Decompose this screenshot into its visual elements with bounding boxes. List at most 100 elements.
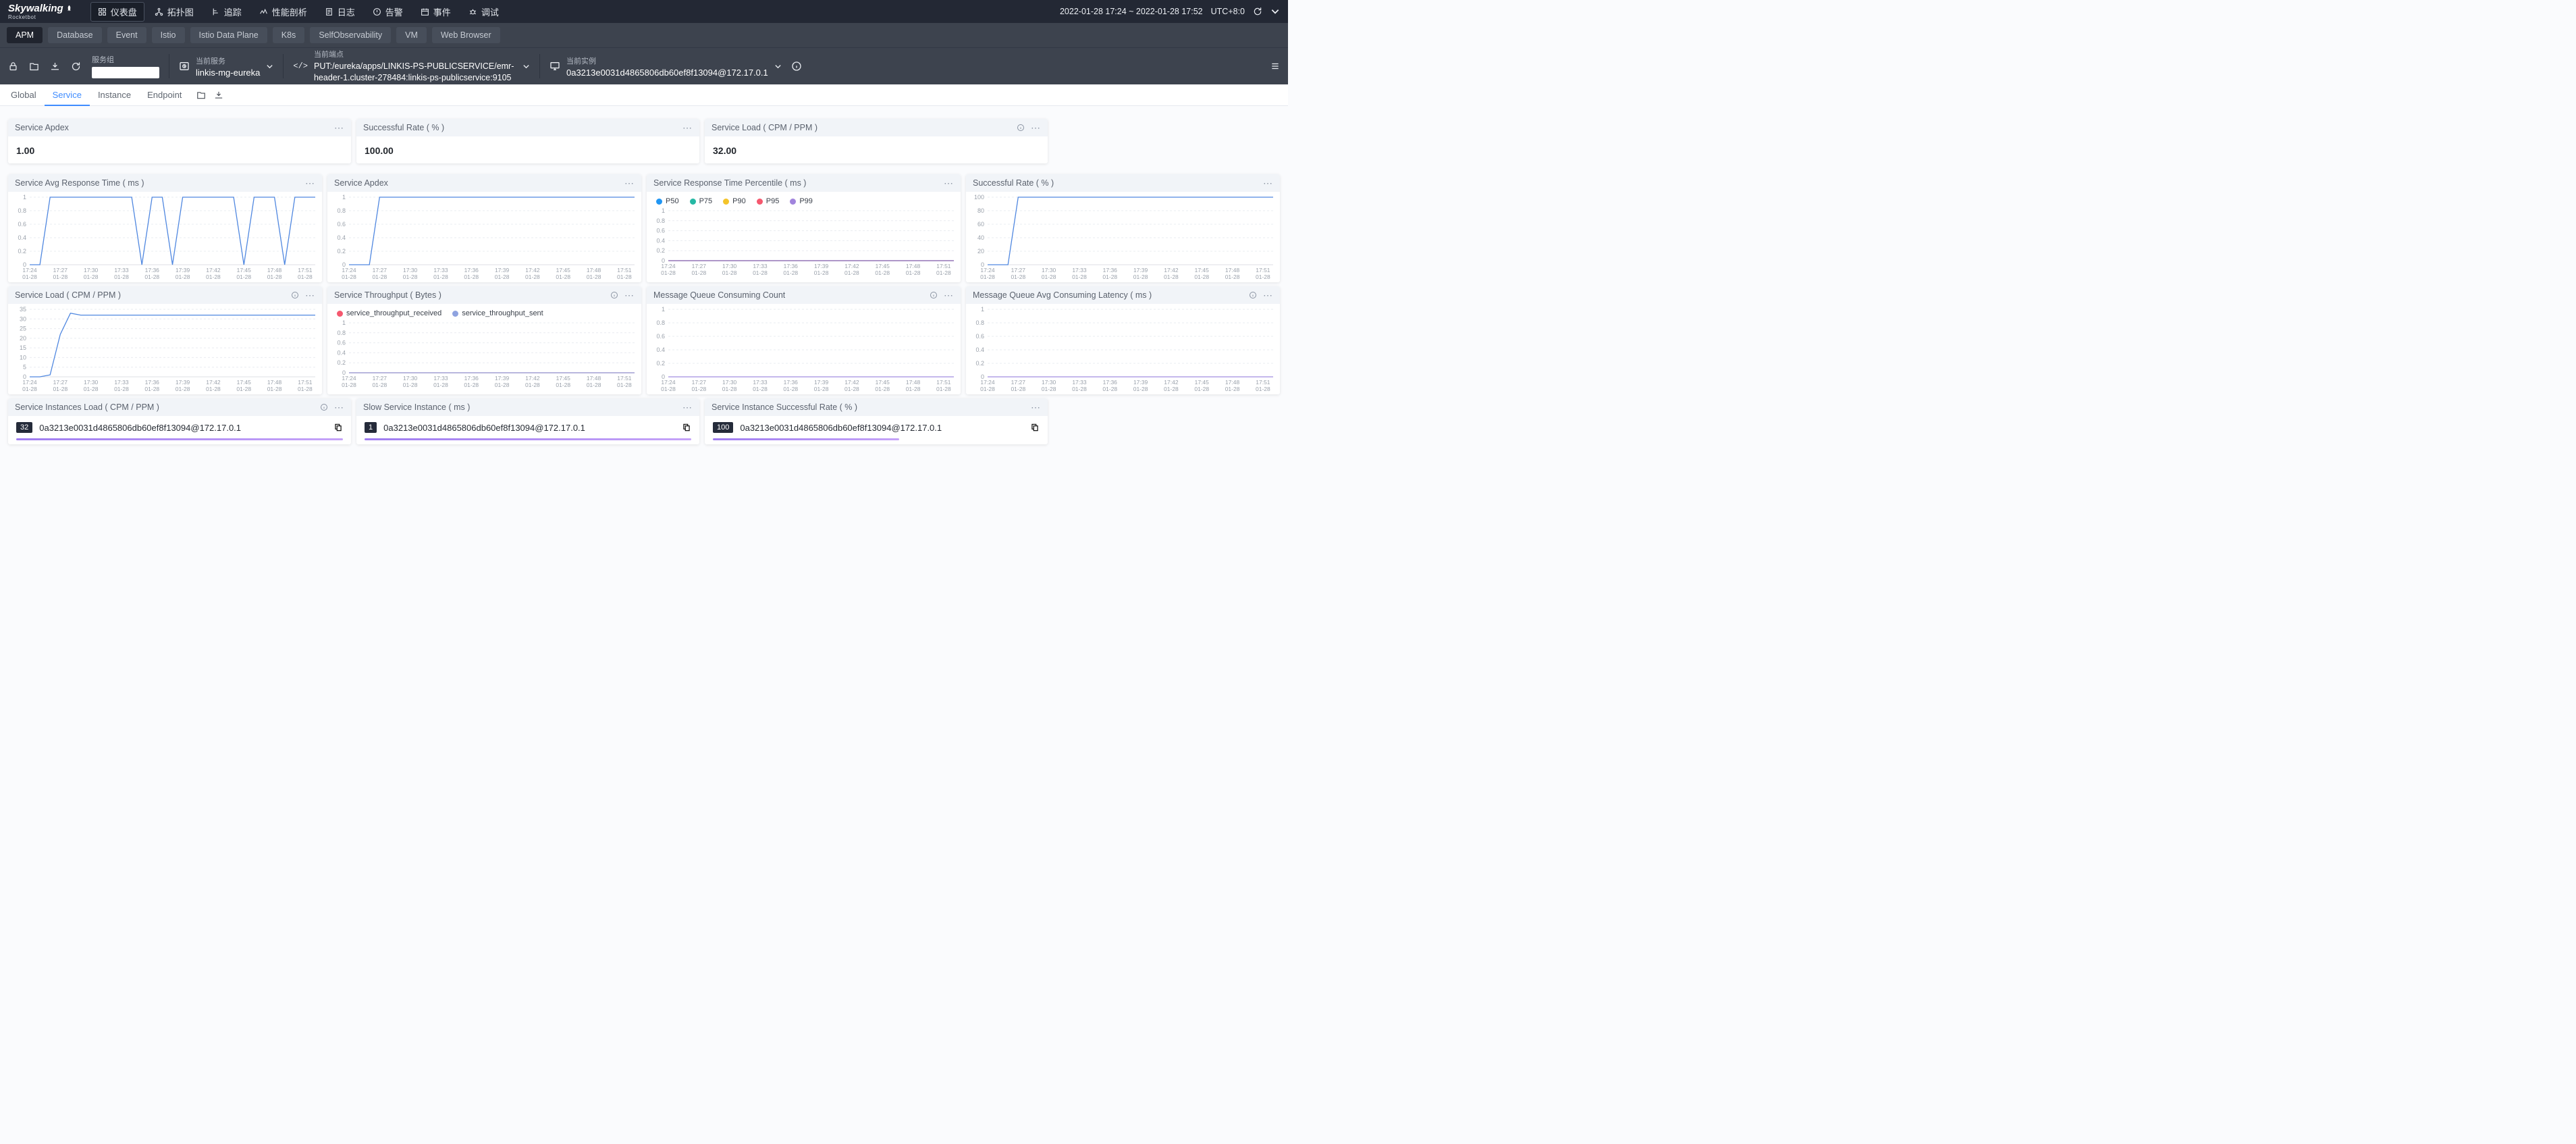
nav-item-profile[interactable]: 性能剖析	[252, 2, 315, 22]
nav-label: 性能剖析	[271, 7, 307, 18]
list-icon[interactable]	[1270, 61, 1280, 71]
nav-item-topology[interactable]: 拓扑图	[147, 2, 201, 22]
svg-text:0: 0	[981, 373, 984, 380]
more-options-icon[interactable]: ⋯	[624, 178, 635, 188]
logo[interactable]: Skywalking Rocketbot	[8, 3, 73, 20]
more-options-icon[interactable]: ⋯	[305, 290, 315, 301]
card-title: Service Response Time Percentile ( ms )	[653, 178, 807, 188]
legend-item[interactable]: P90	[723, 197, 746, 205]
more-options-icon[interactable]: ⋯	[944, 290, 954, 301]
dashboard-tab-istio[interactable]: Istio	[151, 27, 185, 43]
more-options-icon[interactable]: ⋯	[682, 402, 693, 413]
more-options-icon[interactable]: ⋯	[1263, 178, 1273, 188]
instance-row[interactable]: 32 0a3213e0031d4865806db60ef8f13094@172.…	[8, 416, 351, 436]
legend-item[interactable]: service_throughput_received	[337, 309, 441, 317]
legend-item[interactable]: service_throughput_sent	[452, 309, 543, 317]
info-icon[interactable]	[1249, 291, 1257, 299]
svg-text:01-28: 01-28	[1042, 274, 1056, 280]
tab-global[interactable]: Global	[11, 89, 36, 100]
svg-text:17:48: 17:48	[1225, 267, 1240, 274]
svg-text:01-28: 01-28	[1102, 274, 1117, 280]
copy-icon[interactable]	[682, 423, 691, 432]
svg-text:30: 30	[20, 315, 26, 322]
svg-text:0.4: 0.4	[337, 349, 346, 356]
info-icon[interactable]	[930, 291, 938, 299]
nav-item-trace[interactable]: 追踪	[204, 2, 249, 22]
load-bar	[713, 438, 1040, 440]
nav-item-dashboard[interactable]: 仪表盘	[90, 1, 144, 22]
dashboard-tab-istio-data-plane[interactable]: Istio Data Plane	[190, 27, 267, 43]
current-endpoint-value: PUT:/eureka/apps/LINKIS-PS-PUBLICSERVICE…	[313, 61, 514, 82]
info-icon[interactable]	[291, 291, 299, 299]
nav-item-alarm[interactable]: 告警	[365, 2, 410, 22]
chart-canvas: 0 0.2 0.4 0.6 0.8 1 17:24 01-28 17:27 01-28 17:30 0…	[8, 192, 322, 282]
current-instance-select[interactable]: 当前实例 0a3213e0031d4865806db60ef8f13094@17…	[549, 55, 782, 78]
copy-icon[interactable]	[1030, 423, 1040, 432]
refresh-icon[interactable]	[71, 61, 81, 72]
svg-text:01-28: 01-28	[176, 274, 190, 280]
tab-service[interactable]: Service	[45, 84, 90, 106]
folder-icon[interactable]	[29, 61, 39, 72]
current-service-select[interactable]: 当前服务 linkis-mg-eureka	[179, 55, 273, 78]
folder-icon[interactable]	[196, 90, 206, 100]
svg-text:01-28: 01-28	[980, 274, 995, 280]
legend-item[interactable]: P75	[689, 197, 712, 205]
dashboard-tab-web-browser[interactable]: Web Browser	[431, 27, 500, 43]
more-options-icon[interactable]: ⋯	[1031, 122, 1041, 133]
svg-text:17:42: 17:42	[206, 379, 221, 386]
info-icon[interactable]	[320, 403, 328, 411]
timezone[interactable]: UTC+8:0	[1210, 7, 1245, 16]
dashboard-tab-event[interactable]: Event	[107, 27, 146, 43]
more-options-icon[interactable]: ⋯	[1263, 290, 1273, 301]
lock-icon[interactable]	[8, 61, 18, 72]
chevron-down-icon[interactable]	[1270, 7, 1280, 16]
svg-text:0.8: 0.8	[337, 330, 346, 336]
copy-icon[interactable]	[333, 423, 343, 432]
svg-text:0: 0	[23, 261, 26, 268]
nav-item-debug[interactable]: 调试	[461, 2, 506, 22]
dashboard-tab-apm[interactable]: APM	[7, 27, 43, 43]
more-options-icon[interactable]: ⋯	[1031, 402, 1041, 413]
load-bar	[16, 438, 343, 440]
time-range[interactable]: 2022-01-28 17:24 ~ 2022-01-28 17:52	[1059, 7, 1203, 16]
legend-item[interactable]: P95	[756, 197, 779, 205]
card-title: Successful Rate ( % )	[973, 178, 1054, 188]
svg-text:17:30: 17:30	[1042, 267, 1056, 274]
info-icon[interactable]	[610, 291, 618, 299]
dashboard-tab-vm[interactable]: VM	[396, 27, 427, 43]
svg-text:17:24: 17:24	[980, 379, 995, 386]
tab-instance[interactable]: Instance	[97, 89, 132, 100]
dashboard-tab-database[interactable]: Database	[48, 27, 102, 43]
dashboard-tab-selfobservability[interactable]: SelfObservability	[310, 27, 392, 43]
more-options-icon[interactable]: ⋯	[305, 178, 315, 188]
service-group-input[interactable]	[92, 67, 159, 78]
instance-row[interactable]: 1 0a3213e0031d4865806db60ef8f13094@172.1…	[356, 416, 699, 436]
svg-text:17:24: 17:24	[22, 267, 37, 274]
nav-item-event[interactable]: 事件	[413, 2, 458, 22]
instance-row[interactable]: 100 0a3213e0031d4865806db60ef8f13094@172…	[705, 416, 1048, 436]
more-options-icon[interactable]: ⋯	[682, 122, 693, 133]
legend-item[interactable]: P50	[656, 197, 679, 205]
download-icon[interactable]	[50, 61, 60, 72]
nav-item-log[interactable]: 日志	[317, 2, 363, 22]
svg-text:01-28: 01-28	[1194, 274, 1209, 280]
legend-item[interactable]: P99	[790, 197, 813, 205]
more-options-icon[interactable]: ⋯	[334, 122, 344, 133]
dashboard-tab-k8s[interactable]: K8s	[272, 27, 305, 43]
value-badge: 100	[713, 422, 734, 433]
chart-canvas: 0 0.2 0.4 0.6 0.8 1 17:24 01-28 17:27 01-28 17:30 0…	[327, 317, 641, 390]
more-options-icon[interactable]: ⋯	[944, 178, 954, 188]
download-icon[interactable]	[214, 90, 223, 100]
more-options-icon[interactable]: ⋯	[624, 290, 635, 301]
info-icon[interactable]	[791, 61, 802, 72]
refresh-icon[interactable]	[1253, 7, 1262, 16]
current-endpoint-select[interactable]: </> 当前端点 PUT:/eureka/apps/LINKIS-PS-PUBL…	[293, 49, 530, 84]
info-icon[interactable]	[1017, 124, 1025, 132]
svg-text:1: 1	[23, 194, 26, 201]
svg-text:17:42: 17:42	[844, 379, 859, 386]
topology-icon	[155, 7, 163, 16]
more-options-icon[interactable]: ⋯	[334, 402, 344, 413]
card-title: Service Instance Successful Rate ( % )	[712, 402, 858, 412]
tab-endpoint[interactable]: Endpoint	[147, 89, 182, 100]
svg-text:17:33: 17:33	[753, 263, 768, 269]
